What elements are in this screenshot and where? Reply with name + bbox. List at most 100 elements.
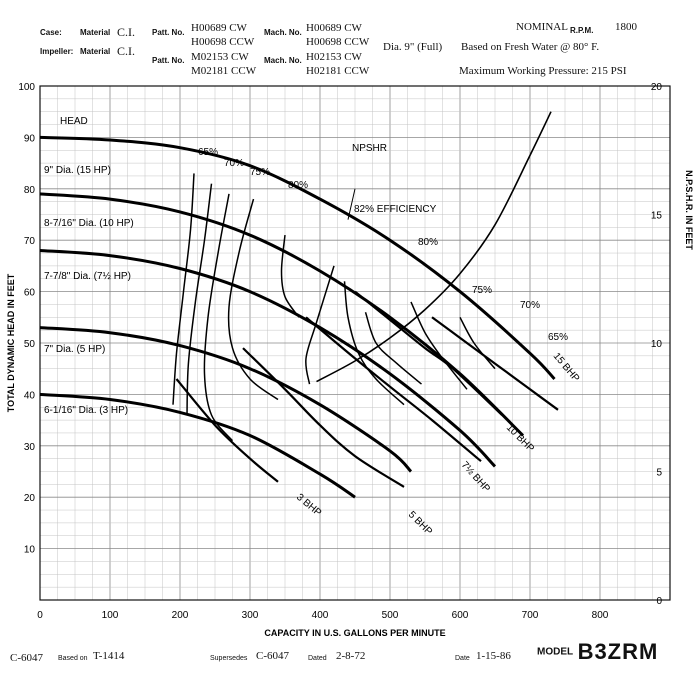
y2-tick-label: 20 — [651, 82, 663, 93]
head-curve — [39, 249, 497, 468]
model-block: MODEL B3ZRM — [537, 639, 658, 665]
rpm-label: R.P.M. — [570, 26, 594, 35]
patt-label-1: Patt. No. — [152, 28, 185, 37]
water-note: Based on Fresh Water @ 80° F. — [461, 41, 600, 53]
efficiency-contour — [280, 235, 300, 318]
mach-1a: H00689 CW — [306, 22, 362, 34]
bhp-curve — [242, 347, 405, 488]
bhp-curve — [305, 316, 482, 463]
impeller-label: Impeller: — [40, 47, 74, 56]
y-tick-label: 10 — [24, 545, 36, 556]
chart-grid — [39, 85, 671, 601]
series-label-8-7-16in: 8-7/16" Dia. (10 HP) — [44, 218, 134, 229]
y-tick-label: 20 — [24, 493, 36, 504]
series-label-7in: 7" Dia. (5 HP) — [44, 344, 105, 355]
head-curve — [39, 326, 413, 473]
y-axis-title: TOTAL DYNAMIC HEAD IN FEET — [6, 273, 16, 412]
case-material: C.I. — [117, 25, 135, 39]
case-material-label: Material — [80, 28, 111, 37]
series-label-9in: 9" Dia. (15 HP) — [44, 165, 111, 176]
mach-2b: H02181 CCW — [306, 65, 370, 77]
x-tick-label: 100 — [102, 610, 119, 621]
bhp-curves — [175, 290, 559, 488]
npshr-curve — [316, 111, 552, 383]
bhp-label-10: 10 BHP — [504, 422, 536, 454]
based-on-value: T-1414 — [93, 650, 125, 662]
efficiency-contour — [459, 316, 496, 370]
efficiency-contour — [227, 198, 279, 401]
efficiency-label-75-right: 75% — [472, 285, 492, 296]
patt-2b: M02181 CCW — [191, 65, 257, 77]
axis-ticks: 0 100 200 300 400 500 600 700 800102030405060708… — [18, 82, 662, 621]
x-tick-label: 0 — [37, 610, 43, 621]
pressure-note: Maximum Working Pressure: 215 PSI — [459, 65, 627, 77]
dated-label: Dated — [308, 655, 327, 662]
efficiency-label-80-right: 80% — [418, 237, 438, 248]
y2-tick-label: 0 — [656, 596, 662, 607]
y-tick-label: 50 — [24, 339, 36, 350]
bhp-label-7-5: 7½ BHP — [459, 460, 492, 495]
x-tick-label: 700 — [522, 610, 539, 621]
patt-2a: M02153 CW — [191, 51, 249, 63]
efficiency-label: 82% EFFICIENCY — [354, 204, 437, 215]
patt-1b: H00698 CCW — [191, 36, 255, 48]
bhp-curve — [175, 378, 279, 483]
y-tick-label: 30 — [24, 442, 36, 453]
supersedes-label: Supersedes — [210, 655, 248, 662]
model-value: B3ZRM — [577, 639, 659, 664]
npshr-label: NPSHR — [352, 143, 387, 154]
impeller-material-label: Material — [80, 47, 111, 56]
bhp-curve — [354, 290, 503, 416]
efficiency-label-65-left: 65% — [198, 147, 218, 158]
efficiency-label-70-left: 70% — [224, 158, 244, 169]
x-tick-label: 200 — [172, 610, 189, 621]
efficiency-marker — [347, 188, 356, 220]
y-tick-label: 90 — [24, 133, 36, 144]
x-tick-label: 300 — [242, 610, 259, 621]
efficiency-label-70-right: 70% — [520, 300, 540, 311]
efficiency-contours — [172, 173, 496, 442]
y-tick-label: 100 — [18, 82, 35, 93]
dated-value: 2-8-72 — [336, 650, 366, 662]
head-title: HEAD — [60, 116, 88, 127]
diameter-note: Dia. 9" (Full) — [383, 41, 443, 53]
efficiency-contour — [305, 265, 335, 385]
bhp-label-5: 5 BHP — [406, 509, 434, 537]
efficiency-contour — [343, 281, 405, 406]
patt-label-2: Patt. No. — [152, 56, 185, 65]
pump-performance-chart: 0 100 200 300 400 500 600 700 800102030405060708… — [6, 82, 694, 638]
head-curve — [39, 135, 556, 381]
supersedes-value: C-6047 — [256, 650, 289, 662]
efficiency-contour — [172, 173, 195, 405]
y-tick-label: 60 — [24, 288, 36, 299]
series-label-6-1-16in: 6-1/16" Dia. (3 HP) — [44, 405, 128, 416]
based-on-label: Based on — [58, 655, 88, 662]
efficiency-contour — [186, 183, 213, 416]
x-tick-label: 400 — [312, 610, 329, 621]
mach-label-1: Mach. No. — [264, 28, 302, 37]
x-axis-title: CAPACITY IN U.S. GALLONS PER MINUTE — [264, 628, 445, 638]
chart-code: C-6047 — [10, 652, 43, 664]
rpm-value: 1800 — [615, 21, 637, 33]
nominal-label: NOMINAL — [516, 21, 568, 33]
mach-label-2: Mach. No. — [264, 56, 302, 65]
npshr-line — [316, 111, 552, 383]
case-label: Case: — [40, 28, 62, 37]
date-label: Date — [455, 655, 470, 662]
plot-frame — [39, 85, 671, 601]
series-label-7-7-8in: 7-7/8" Dia. (7½ HP) — [44, 271, 131, 282]
efficiency-label-75-left: 75% — [250, 167, 270, 178]
bhp-curve — [431, 316, 559, 411]
mach-1b: H00698 CCW — [306, 36, 370, 48]
y2-tick-label: 5 — [656, 468, 662, 479]
mach-2a: H02153 CW — [306, 51, 362, 63]
impeller-material: C.I. — [117, 44, 135, 58]
y2-tick-label: 15 — [651, 211, 663, 222]
y-tick-label: 40 — [24, 390, 36, 401]
y-tick-label: 70 — [24, 236, 36, 247]
efficiency-label-80-left: 80% — [288, 180, 308, 191]
model-label: MODEL — [537, 646, 574, 658]
efficiency-contour — [364, 311, 422, 385]
x-tick-label: 500 — [382, 610, 399, 621]
date-value: 1-15-86 — [476, 650, 511, 662]
